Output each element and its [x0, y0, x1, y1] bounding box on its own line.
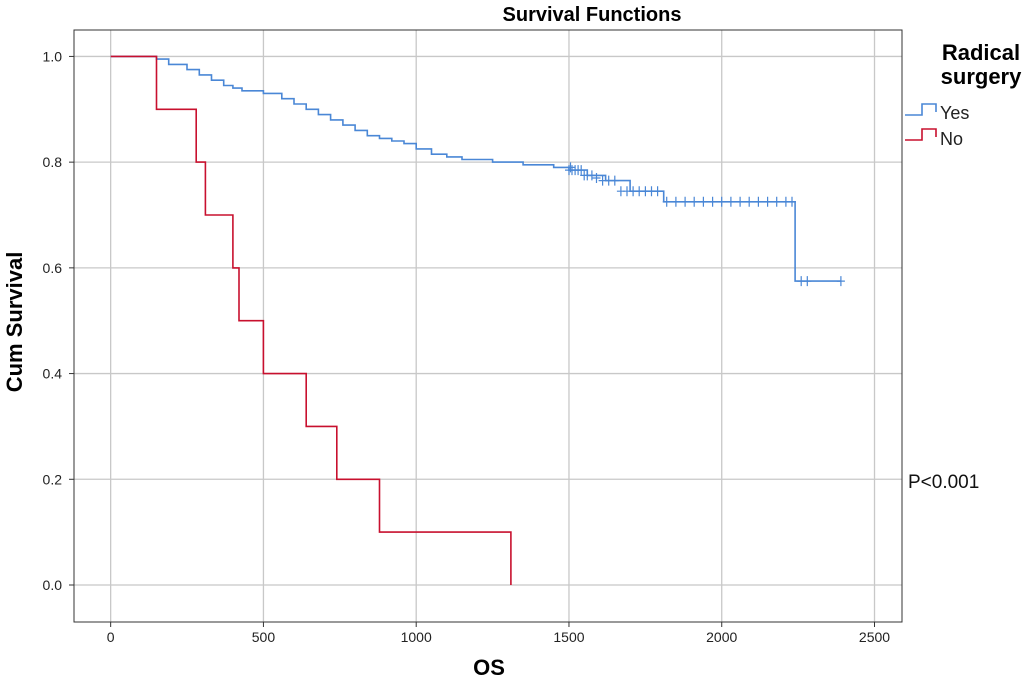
legend-title-line-1: Radical [942, 40, 1020, 65]
y-tick-label: 0.4 [43, 366, 63, 382]
censor-mark-yes [745, 196, 754, 207]
y-tick-label: 0.6 [43, 260, 63, 276]
censor-mark-yes [803, 276, 812, 287]
censor-mark-yes [577, 165, 586, 176]
series-line-yes [110, 55, 841, 282]
legend-label-yes: Yes [940, 103, 969, 123]
series-layer [110, 55, 845, 585]
censor-mark-yes [754, 196, 763, 207]
y-tick-label: 0.2 [43, 471, 63, 487]
x-tick-label: 500 [252, 629, 276, 645]
censor-mark-yes [836, 276, 845, 287]
y-tick-label: 0.0 [43, 577, 63, 593]
x-tick-label: 0 [107, 629, 115, 645]
censor-mark-yes [592, 173, 601, 183]
legend: Radical surgery Yes No [905, 40, 1022, 149]
x-tick-label: 2500 [859, 629, 890, 645]
series-line-no [110, 55, 512, 585]
censor-mark-yes [772, 196, 781, 207]
x-tick-label: 1000 [401, 629, 432, 645]
chart-title: Survival Functions [503, 4, 682, 26]
censor-mark-yes [662, 196, 671, 207]
censor-mark-yes [726, 196, 735, 207]
axis-ticks: 0 500 1000 1500 2000 2500 0.0 0.2 0.4 0.6 0.8 1.0 [43, 48, 891, 645]
legend-title-line-2: surgery [941, 64, 1022, 89]
y-tick-label: 0.8 [43, 154, 63, 170]
censor-mark-yes [690, 196, 699, 207]
plot-frame [73, 29, 903, 623]
censor-mark-yes [653, 186, 662, 197]
censor-mark-yes [699, 196, 708, 207]
legend-label-no: No [940, 129, 963, 149]
legend-swatch-yes [905, 103, 937, 116]
grid-lines [74, 30, 902, 622]
censor-mark-yes [566, 162, 575, 173]
x-tick-label: 1500 [553, 629, 584, 645]
censor-mark-yes [681, 196, 690, 207]
censor-mark-yes [708, 196, 717, 207]
p-value-annotation: P<0.001 [908, 472, 979, 493]
censor-mark-yes [610, 175, 619, 186]
x-tick-label: 2000 [706, 629, 737, 645]
censor-mark-yes [587, 170, 596, 181]
y-axis-title: Cum Survival [2, 252, 27, 393]
x-axis-title: OS [473, 655, 505, 680]
censor-mark-yes [717, 196, 726, 207]
legend-swatch-no [905, 128, 937, 141]
censor-mark-yes [736, 196, 745, 207]
censor-mark-yes [788, 196, 796, 207]
y-tick-label: 1.0 [43, 48, 63, 64]
censor-mark-yes [763, 196, 772, 207]
censor-mark-yes [671, 196, 680, 207]
